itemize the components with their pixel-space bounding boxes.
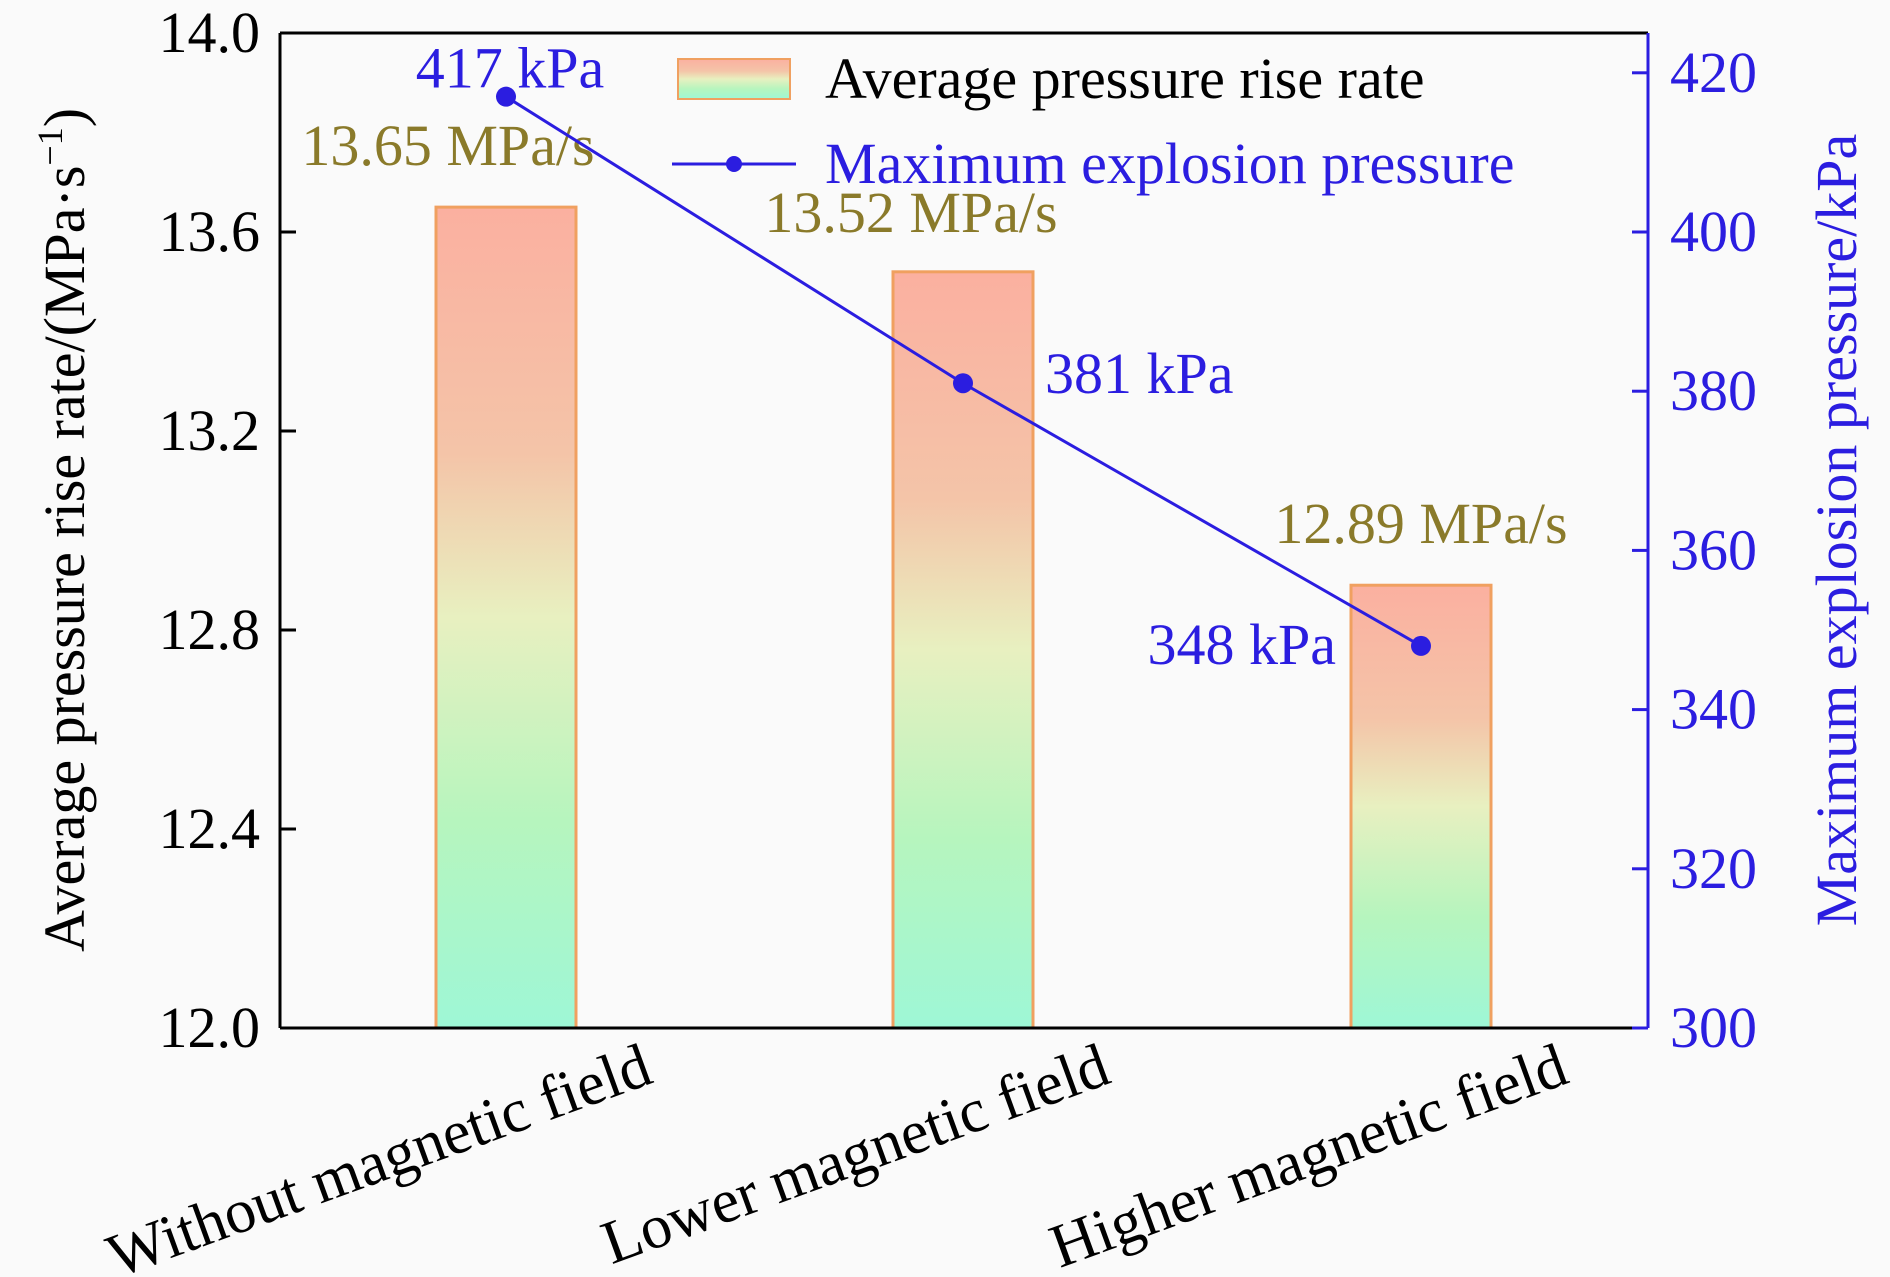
right-tick-label: 340 xyxy=(1670,677,1757,742)
line-series-layer xyxy=(496,86,1431,656)
legend: Average pressure rise rate Maximum explo… xyxy=(672,46,1514,196)
legend-bar-label: Average pressure rise rate xyxy=(825,46,1425,111)
bar-value-label: 12.89 MPa/s xyxy=(1274,491,1567,556)
right-tick-label: 320 xyxy=(1670,836,1757,901)
legend-line-marker xyxy=(726,156,742,172)
left-tick-label: 13.6 xyxy=(159,199,261,264)
left-tick-label: 12.4 xyxy=(159,796,261,861)
right-axis-ticks: 300 320 340 360 380 400 420 xyxy=(1632,40,1757,1060)
pressure-value-label: 417 kPa xyxy=(416,36,605,101)
left-tick-label: 12.0 xyxy=(159,995,261,1060)
pressure-point xyxy=(953,373,973,394)
left-axis-title-end: ) xyxy=(32,108,97,127)
pressure-value-label: 381 kPa xyxy=(1045,341,1234,406)
category-label: Lower magnetic field xyxy=(593,1031,1118,1277)
category-label: Without magnetic field xyxy=(98,1031,659,1277)
left-axis-ticks: 12.0 12.4 12.8 13.2 13.6 14.0 xyxy=(159,0,296,1060)
legend-bar-swatch xyxy=(677,58,791,100)
right-axis-title: Maximum explosion pressure/kPa xyxy=(1804,134,1869,927)
legend-line-label: Maximum explosion pressure xyxy=(825,131,1514,196)
bars-layer xyxy=(434,205,1493,1030)
pressure-point xyxy=(496,86,516,107)
right-tick-label: 360 xyxy=(1670,517,1757,582)
pressure-point xyxy=(1411,635,1431,656)
right-tick-label: 400 xyxy=(1670,199,1757,264)
bar-value-label: 13.52 MPa/s xyxy=(764,180,1057,245)
right-tick-label: 300 xyxy=(1670,995,1757,1060)
right-tick-label: 380 xyxy=(1670,358,1757,423)
bar-value-label: 13.65 MPa/s xyxy=(301,113,594,178)
pressure-value-label: 348 kPa xyxy=(1148,612,1337,677)
bar-1 xyxy=(434,205,578,1030)
left-axis-title: Average pressure rise rate/(MPa·s−1) xyxy=(30,108,97,952)
category-label: Higher magnetic field xyxy=(1041,1031,1575,1277)
right-tick-label: 420 xyxy=(1670,40,1757,105)
bar-labels-layer: 13.65 MPa/s 13.52 MPa/s 12.89 MPa/s xyxy=(301,113,1567,556)
bar-2 xyxy=(891,270,1035,1030)
left-tick-label: 14.0 xyxy=(159,0,261,65)
bar-3 xyxy=(1349,583,1493,1030)
line-labels-layer: 417 kPa 381 kPa 348 kPa xyxy=(416,36,1336,677)
left-axis-title-sup: −1 xyxy=(30,127,70,165)
left-axis-title-main: Average pressure rise rate/(MPa·s xyxy=(32,166,97,952)
left-tick-label: 12.8 xyxy=(159,597,261,662)
left-tick-label: 13.2 xyxy=(159,398,261,463)
